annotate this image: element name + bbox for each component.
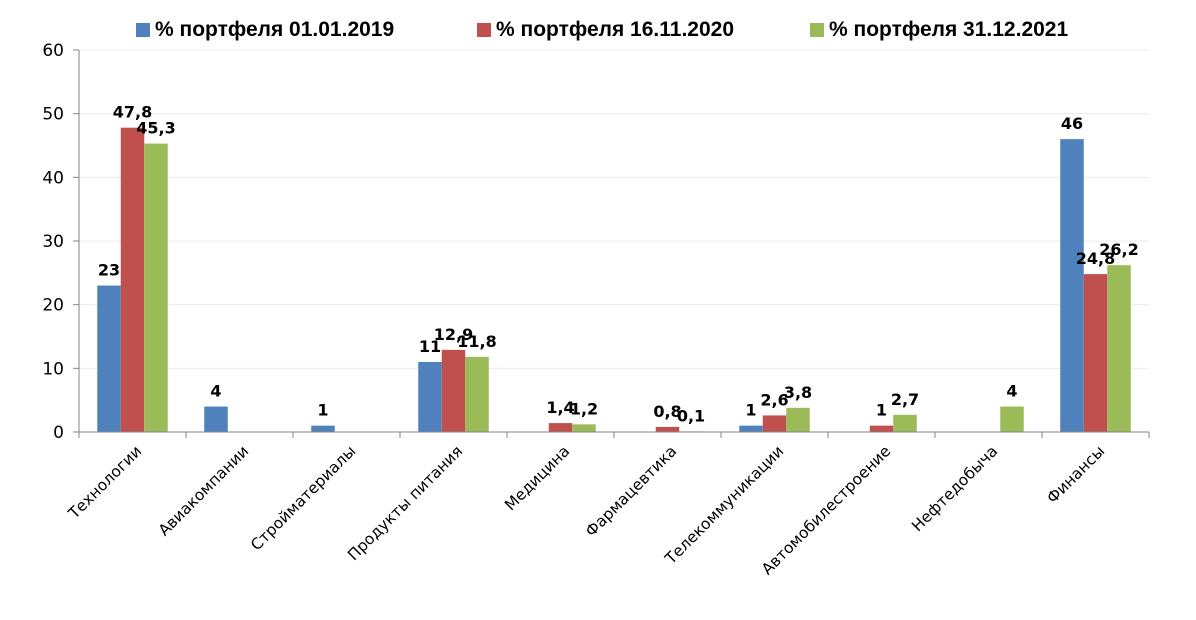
bar bbox=[739, 425, 763, 432]
data-label: 0,1 bbox=[677, 406, 705, 425]
bar bbox=[418, 361, 442, 432]
data-label: 47,8 bbox=[113, 103, 152, 122]
y-tick-label: 40 bbox=[42, 168, 64, 188]
y-tick-label: 60 bbox=[42, 41, 64, 61]
gridlines bbox=[79, 49, 1149, 369]
x-category-label: Авиакомпании bbox=[155, 442, 252, 539]
data-label: 2,7 bbox=[891, 390, 919, 409]
legend-swatch-2019 bbox=[136, 23, 150, 37]
bar bbox=[120, 127, 145, 432]
bar bbox=[762, 415, 787, 432]
x-category-label: Медицина bbox=[501, 442, 573, 514]
x-category-label: Технологии bbox=[64, 442, 145, 523]
bar bbox=[441, 349, 466, 432]
x-category-label: Телекоммуникации bbox=[661, 442, 787, 568]
data-label: 11 bbox=[419, 337, 441, 356]
legend-item-2021: % портфеля 31.12.2021 bbox=[810, 18, 1068, 42]
x-category-label: Финансы bbox=[1043, 442, 1108, 507]
bar bbox=[786, 407, 810, 432]
bar bbox=[97, 285, 121, 432]
data-label: 1 bbox=[317, 401, 328, 420]
bar bbox=[1107, 265, 1131, 432]
data-label: 1 bbox=[745, 401, 756, 420]
bar bbox=[465, 356, 489, 432]
bar bbox=[572, 424, 596, 432]
data-label: 11,8 bbox=[457, 332, 496, 351]
bar bbox=[869, 425, 894, 432]
bars bbox=[97, 127, 1131, 432]
bar bbox=[1000, 406, 1024, 432]
data-label: 1,2 bbox=[570, 399, 598, 418]
data-label: 23 bbox=[98, 261, 120, 280]
data-label: 26,2 bbox=[1099, 240, 1138, 259]
bar bbox=[893, 414, 917, 432]
legend-label-2019: % портфеля 01.01.2019 bbox=[155, 18, 395, 41]
legend-item-2019: % портфеля 01.01.2019 bbox=[136, 18, 394, 42]
chart-legend: % портфеля 01.01.2019 % портфеля 16.11.2… bbox=[0, 18, 1196, 48]
data-label: 46 bbox=[1061, 114, 1083, 133]
x-category-label: Нефтедобыча bbox=[908, 442, 1001, 535]
y-tick-label: 10 bbox=[42, 359, 64, 379]
legend-label-2020: % портфеля 16.11.2020 bbox=[496, 18, 735, 41]
y-tick-label: 20 bbox=[42, 296, 64, 316]
y-tick-label: 50 bbox=[42, 105, 64, 125]
data-label: 4 bbox=[210, 382, 221, 401]
x-category-label: Фармацевтика bbox=[582, 442, 680, 540]
data-label: 0,8 bbox=[653, 402, 681, 421]
legend-swatch-2020 bbox=[477, 23, 491, 37]
data-label: 1 bbox=[876, 401, 887, 420]
legend-swatch-2021 bbox=[810, 23, 824, 37]
x-category-label: Продукты питания bbox=[344, 442, 466, 564]
legend-label-2021: % портфеля 31.12.2021 bbox=[829, 18, 1069, 41]
data-label: 4 bbox=[1006, 382, 1017, 401]
data-label: 45,3 bbox=[136, 119, 175, 138]
legend-item-2020: % портфеля 16.11.2020 bbox=[477, 18, 734, 42]
bar bbox=[144, 143, 168, 432]
data-label: 2,6 bbox=[760, 390, 788, 409]
bar bbox=[1060, 139, 1084, 432]
data-label: 12,9 bbox=[434, 325, 473, 344]
y-tick-label: 0 bbox=[53, 423, 64, 443]
y-tick-label: 30 bbox=[42, 232, 64, 252]
bar bbox=[548, 423, 573, 432]
bar bbox=[311, 425, 335, 432]
data-label: 3,8 bbox=[784, 383, 812, 402]
bar bbox=[1083, 274, 1108, 432]
bar bbox=[655, 426, 680, 432]
axes: 0 10 20 30 40 50 60 Технологии АвиакомпанииСтрой… bbox=[42, 41, 1150, 578]
data-label: 1,4 bbox=[546, 398, 574, 417]
x-category-label: Стройматериалы bbox=[247, 442, 359, 554]
data-label: 24,8 bbox=[1076, 249, 1115, 268]
bar bbox=[204, 406, 228, 432]
